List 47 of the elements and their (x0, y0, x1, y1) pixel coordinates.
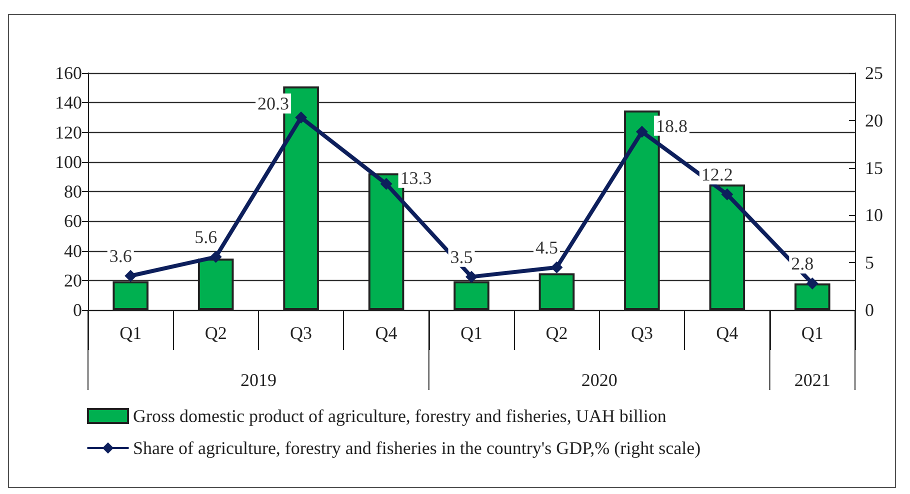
y2-tick-label: 20 (865, 110, 883, 130)
y-tick-label: 100 (55, 152, 82, 172)
y2-tick-label: 10 (865, 205, 883, 226)
x-tick-label: Q4 (716, 323, 738, 343)
y-tick-label: 120 (55, 122, 82, 142)
data-label: 13.3 (400, 168, 432, 188)
text: 2020 (581, 370, 618, 390)
data-label: 3.6 (109, 246, 132, 266)
y-tick-label: 160 (55, 63, 82, 83)
point (721, 188, 734, 200)
x-tick-label: Q1 (801, 323, 824, 343)
x-tick-label: Q4 (375, 323, 398, 343)
y-tick-label: 0 (73, 300, 82, 320)
y2-tick-label: 25 (865, 63, 883, 83)
point (806, 277, 818, 290)
point (295, 112, 308, 124)
legend-label: Gross domestic product of agriculture, forestry and fisheries, UAH billion (133, 406, 666, 426)
point (466, 270, 478, 283)
point (380, 178, 392, 190)
data-label: 12.2 (701, 164, 733, 184)
y2-tick-label: 15 (865, 158, 883, 178)
y2-tick-label: 0 (865, 300, 874, 320)
point (636, 126, 648, 138)
data-label: 5.6 (194, 226, 218, 247)
y-tick-label: 20 (64, 270, 82, 290)
data-label: 3.5 (450, 246, 473, 267)
point (550, 261, 563, 274)
x-tick-label: Q1 (460, 323, 482, 343)
x-tick-label: Q3 (630, 323, 653, 343)
x-tick-label: Q2 (546, 323, 568, 343)
data-label: 4.5 (535, 237, 558, 258)
text: 2021 (794, 370, 830, 390)
x-tick-label: Q1 (120, 323, 142, 343)
text: 2019 (240, 370, 276, 390)
data-label: 18.8 (656, 116, 688, 136)
point (210, 250, 222, 263)
y-tick-label: 60 (64, 211, 82, 232)
y2-tick-label: 5 (865, 252, 874, 273)
y-tick-label: 140 (55, 92, 82, 113)
data-label: 20.3 (258, 94, 290, 114)
y-tick-label: 40 (64, 240, 82, 261)
legend-label: Share of agriculture, forestry and fisheries in the country's GDP,% (right scale) (133, 438, 701, 458)
x-tick-label: Q3 (290, 323, 312, 343)
point (124, 270, 137, 282)
data-label: 2.8 (791, 253, 814, 274)
x-tick-label: Q2 (204, 323, 227, 343)
y-tick-label: 80 (64, 182, 82, 202)
